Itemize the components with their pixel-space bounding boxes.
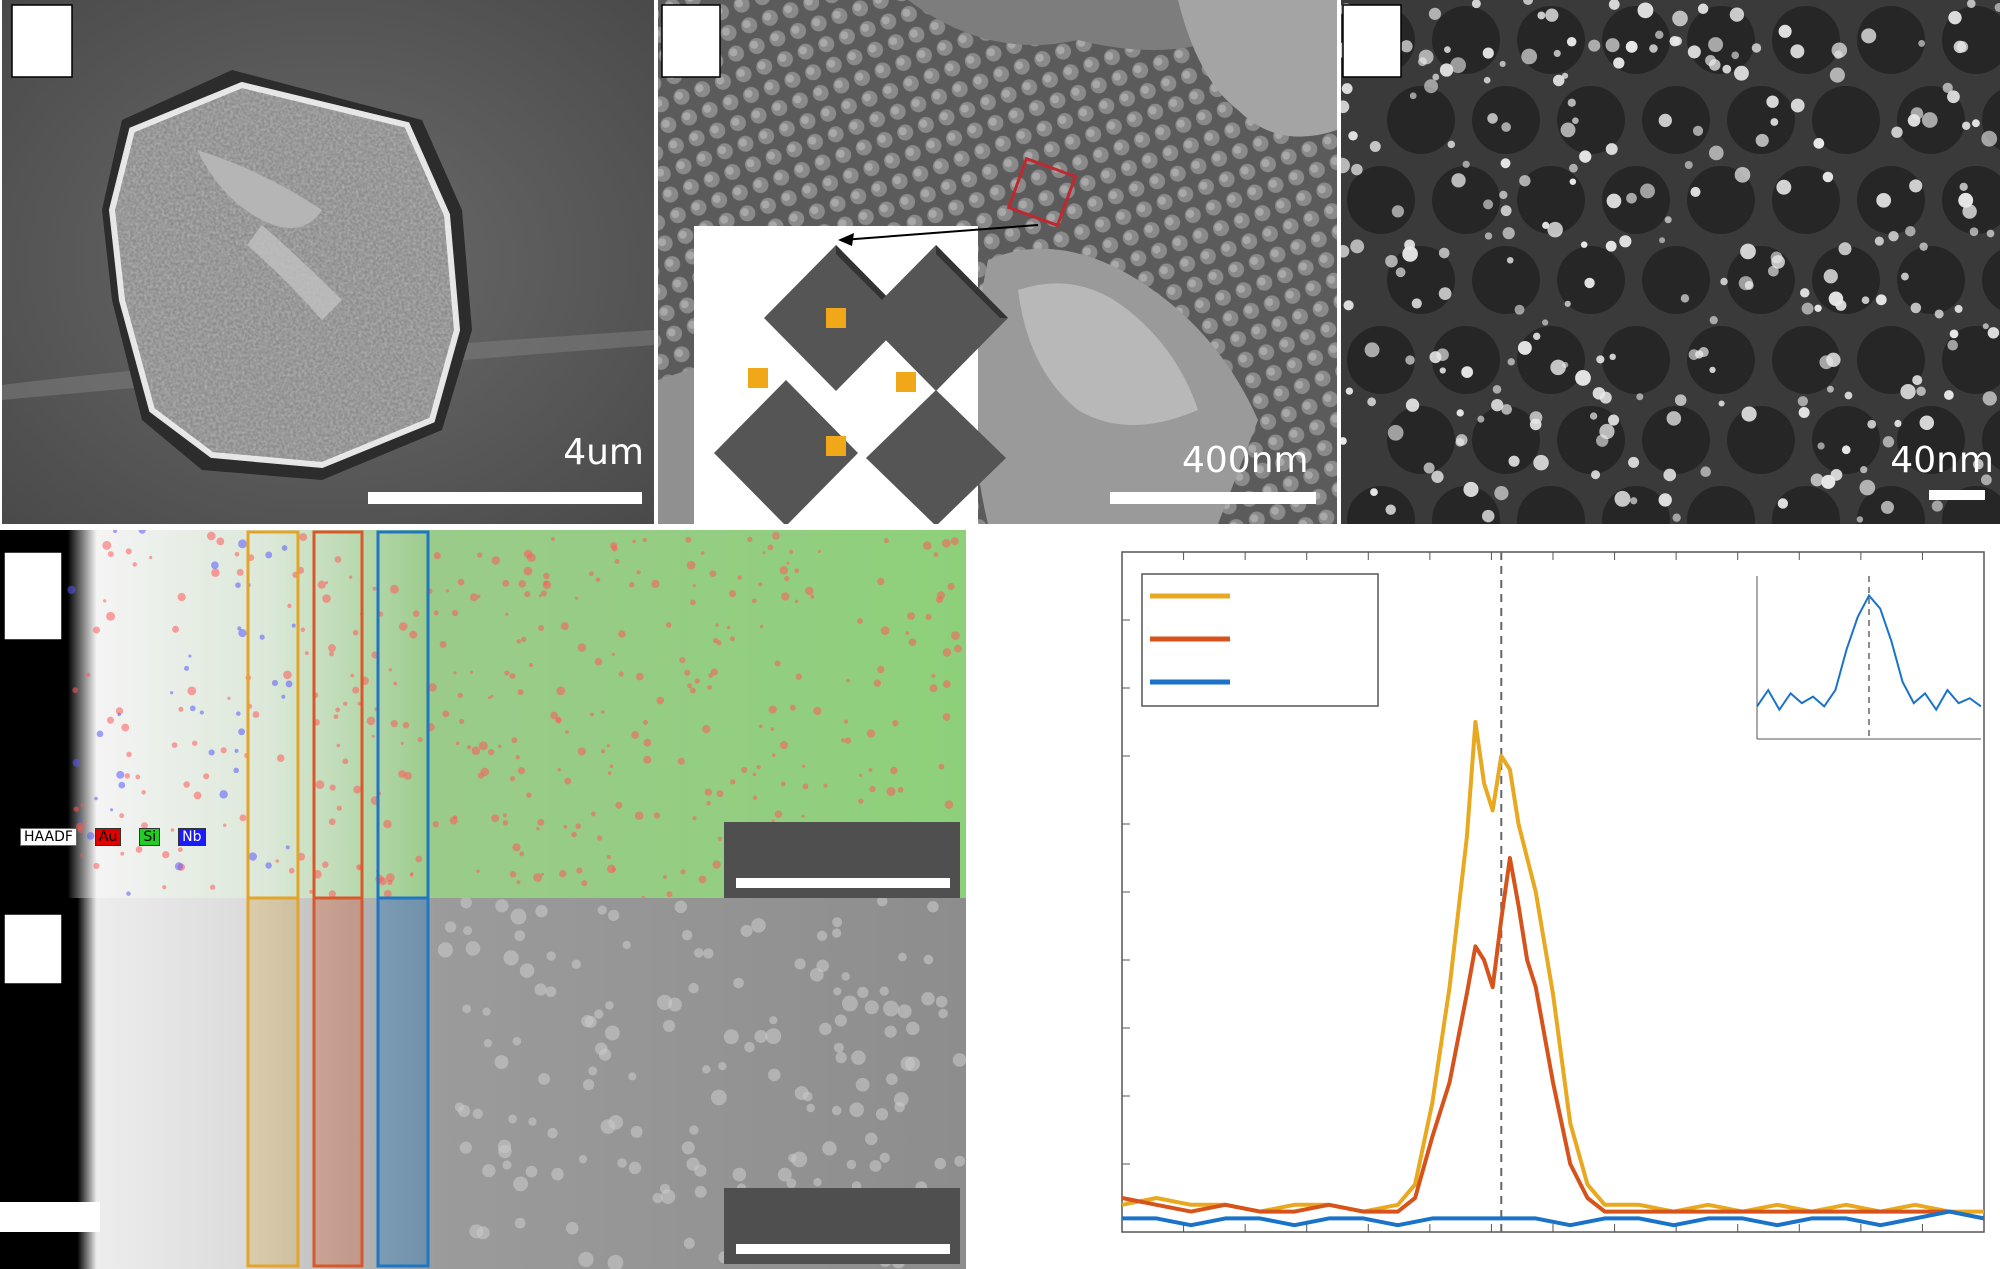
panel-b-label-box (661, 4, 721, 78)
legend-haadf: HAADF (20, 828, 77, 846)
chart-legend (1141, 573, 1379, 707)
legend-si: Si (139, 828, 161, 846)
panel-c-scale-bar (1929, 490, 1985, 500)
inset-plot (1756, 576, 1982, 740)
panel-a-label-box (11, 4, 73, 78)
inset-series (1756, 593, 1982, 712)
panel-a-sem-image: 4um (2, 0, 654, 524)
strip-orange-e (312, 898, 364, 1268)
panel-e-haadf-image (0, 898, 966, 1269)
strip-gold (246, 530, 300, 898)
panel-b-sem-image: 400nm (658, 0, 1337, 524)
strip-blue-e (376, 898, 430, 1268)
panel-e-label-box (3, 913, 63, 985)
inset-pointer-arrow (841, 224, 1039, 241)
panel-a-scale-bar (368, 492, 642, 504)
panel-f-line-profile-chart (1100, 540, 2000, 1269)
nanoparticles (1341, 0, 2000, 524)
panel-e-scale-bar (736, 1244, 950, 1254)
series-orange (1121, 856, 1985, 1221)
line-profile-svg (1121, 551, 1985, 1233)
legend-nb: Nb (178, 828, 206, 846)
haadf-particles (437, 898, 966, 1269)
strip-orange (312, 530, 364, 898)
panel-b-scale-bar (1110, 492, 1316, 504)
panel-d-scale-bar (736, 878, 950, 888)
axis-ticks (1122, 552, 1923, 1232)
panel-a-scale-bar-label: 4um (563, 432, 644, 473)
panel-d-label-box (3, 551, 63, 641)
panel-b-scale-bar-label: 400nm (1182, 440, 1309, 481)
cube-schematic (714, 245, 1008, 524)
eds-legend: HAADF Au Si Nb (20, 828, 206, 846)
highlight-square (1006, 156, 1078, 228)
panel-e-white-bar (0, 1202, 100, 1232)
panel-c-scale-bar-label: 40nm (1890, 440, 1994, 481)
strip-blue (376, 530, 430, 898)
panel-c-label-box (1342, 4, 1402, 78)
legend-au: Au (94, 828, 122, 846)
strip-gold-e (246, 898, 300, 1268)
panel-c-stem-image: 40nm (1341, 0, 2000, 524)
panel-d-eds-map: HAADF Au Si Nb (0, 530, 966, 898)
series-blue (1122, 1209, 1985, 1228)
